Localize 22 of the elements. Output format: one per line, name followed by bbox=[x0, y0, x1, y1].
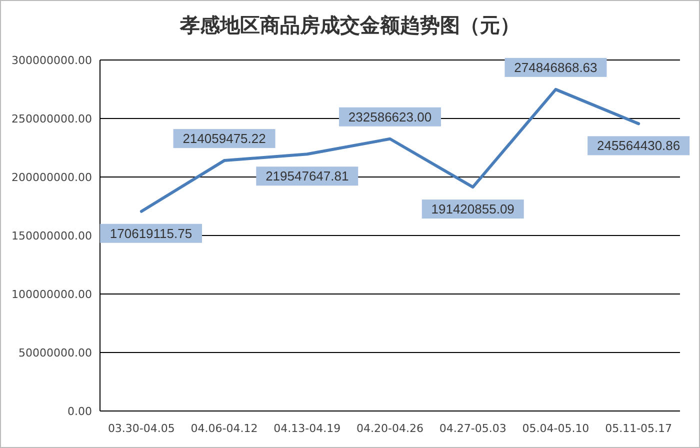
y-tick-label: 300000000.00 bbox=[12, 54, 92, 67]
data-label: 274846868.63 bbox=[514, 60, 598, 75]
x-tick-label: 04.06-04.12 bbox=[190, 422, 258, 435]
chart-title: 孝感地区商品房成交金额趋势图（元） bbox=[179, 13, 520, 37]
data-label: 214059475.22 bbox=[182, 131, 266, 146]
x-tick-label: 05.11-05.17 bbox=[605, 422, 672, 435]
y-tick-label: 150000000.00 bbox=[12, 230, 92, 242]
data-label: 245564430.86 bbox=[596, 138, 680, 154]
x-tick-label: 04.27-05.03 bbox=[439, 422, 506, 435]
y-tick-label: 100000000.00 bbox=[12, 288, 92, 301]
y-tick-label: 50000000.00 bbox=[18, 346, 92, 360]
data-label: 232586623.00 bbox=[348, 109, 432, 124]
y-tick-label: 200000000.00 bbox=[12, 171, 92, 184]
x-tick-label: 04.13-04.19 bbox=[274, 422, 341, 435]
y-tick-label: 250000000.00 bbox=[12, 112, 92, 126]
data-label: 219547647.81 bbox=[266, 168, 349, 184]
data-label: 191420855.09 bbox=[431, 202, 514, 217]
x-tick-label: 04.20-04.26 bbox=[356, 422, 424, 435]
data-label: 170619115.75 bbox=[110, 226, 192, 241]
x-tick-label: 03.30-04.05 bbox=[108, 422, 175, 435]
x-tick-label: 05.04-05.10 bbox=[522, 422, 590, 435]
y-tick-label: 0.00 bbox=[68, 405, 92, 418]
